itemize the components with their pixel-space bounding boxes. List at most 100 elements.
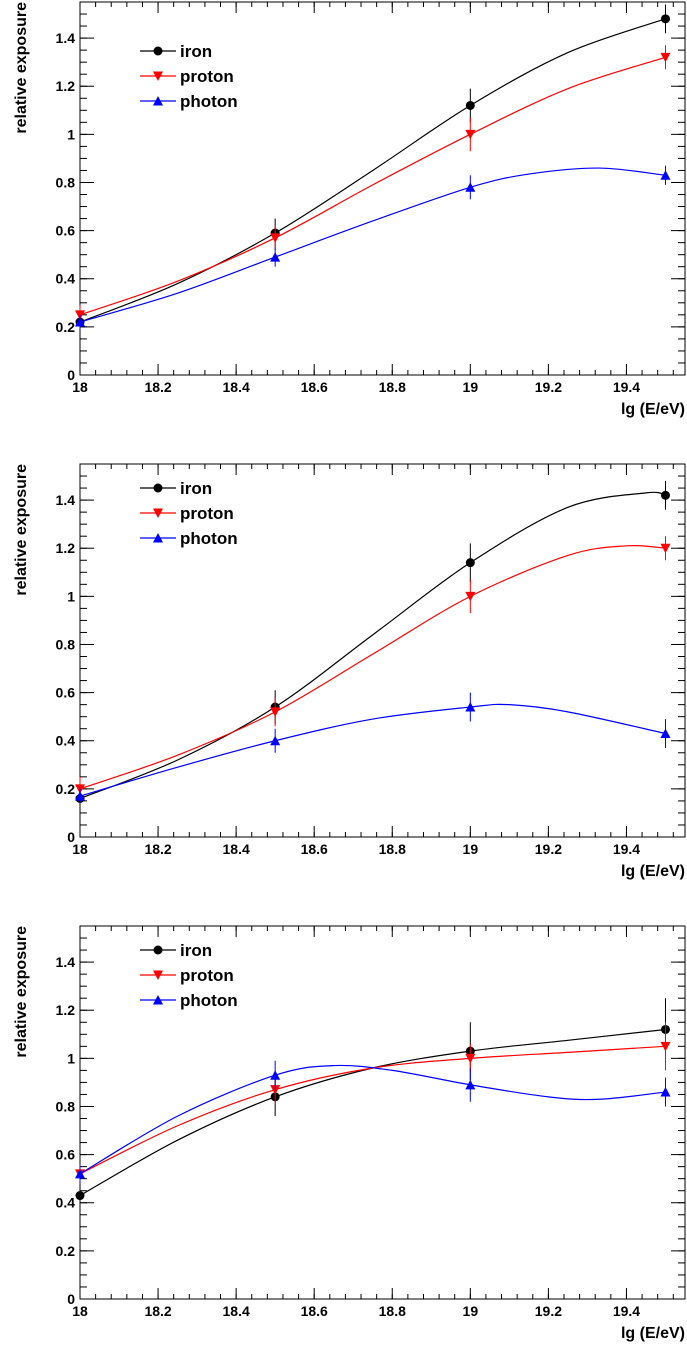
x-tick-label: 19.4 (613, 841, 640, 857)
iron-point (75, 1191, 85, 1201)
series-iron (75, 480, 670, 811)
iron-curve (79, 1028, 666, 1197)
y-tick-label: 0 (67, 367, 75, 383)
y-tick-label: 1 (67, 1050, 75, 1066)
x-tick-label: 18.2 (144, 379, 171, 395)
photon-point (660, 170, 671, 180)
legend-marker (153, 995, 163, 1005)
y-tick-label: 1.4 (56, 30, 76, 46)
y-tick-label: 1 (67, 588, 75, 604)
photon-point (270, 1070, 281, 1080)
panel-3: 18 18.2 18.4 18.6 18.8 19 19.2 19.4 0 0.2 0.4 0.6 0.… (13, 925, 686, 1342)
x-tick-label: 18.4 (223, 379, 250, 395)
legend-marker (153, 945, 163, 955)
y-tick-label: 0.8 (56, 636, 76, 652)
proton-point (660, 1041, 671, 1052)
legend-entry-iron: iron (140, 941, 212, 960)
y-tick-label: 0.4 (56, 733, 76, 749)
legend-marker (153, 533, 163, 543)
proton-point (660, 543, 671, 554)
iron-point (465, 558, 475, 568)
x-tick-label: 18.2 (144, 841, 171, 857)
y-tick-label: 0 (67, 1291, 75, 1307)
photon-point (75, 791, 85, 801)
legend-label: proton (180, 67, 234, 86)
x-tick-label: 18.8 (379, 1303, 406, 1319)
x-tick-label: 19 (463, 379, 479, 395)
x-tick-label: 18.6 (301, 841, 328, 857)
photon-curve (79, 703, 666, 797)
x-axis-title: lg (E/eV) (621, 863, 685, 880)
iron-point (660, 490, 670, 500)
legend-entry-iron: iron (140, 479, 212, 498)
y-tick-label: 1.2 (56, 540, 76, 556)
proton-curve (79, 56, 666, 316)
x-tick-label: 19.2 (535, 379, 562, 395)
y-tick-label: 0.6 (56, 223, 76, 239)
legend-label: proton (180, 504, 234, 523)
y-tick-label: 0 (67, 829, 75, 845)
y-tick-label: 1.4 (56, 954, 76, 970)
plot-frame (79, 463, 686, 838)
photon-point (660, 1087, 671, 1097)
proton-point (465, 129, 476, 140)
legend-marker (153, 96, 163, 106)
y-axis-title: relative exposure (13, 464, 30, 596)
photon-curve (79, 1064, 666, 1175)
x-tick-label: 19.2 (535, 1303, 562, 1319)
photon-point (465, 182, 476, 192)
x-tick-label: 19.4 (613, 379, 640, 395)
y-tick-label: 0.4 (56, 271, 76, 287)
series-proton (75, 536, 671, 801)
legend-entry-proton: proton (140, 966, 234, 985)
iron-curve (79, 491, 666, 800)
iron-point (660, 14, 670, 24)
series-photon (75, 692, 671, 804)
legend-marker (153, 46, 163, 56)
photon-point (465, 702, 476, 712)
legend-entry-photon: photon (140, 991, 238, 1010)
legend-label: iron (180, 42, 212, 61)
y-tick-label: 0.2 (56, 1243, 76, 1259)
legend-marker (153, 508, 163, 518)
x-tick-label: 18.6 (301, 379, 328, 395)
legend-entry-photon: photon (140, 92, 238, 111)
x-tick-label: 19 (463, 841, 479, 857)
iron-point (465, 100, 475, 110)
x-tick-label: 18 (72, 379, 88, 395)
x-tick-label: 18.8 (379, 379, 406, 395)
x-tick-label: 18.2 (144, 1303, 171, 1319)
legend-marker (153, 970, 163, 980)
proton-point (660, 52, 671, 63)
x-tick-label: 19.2 (535, 841, 562, 857)
proton-point (270, 233, 281, 243)
y-axis-title: relative exposure (13, 926, 30, 1058)
x-tick-label: 19.4 (613, 1303, 640, 1319)
series-proton (75, 1022, 671, 1184)
y-tick-label: 0.8 (56, 174, 76, 190)
series-photon (75, 165, 671, 330)
series-proton (75, 45, 671, 325)
proton-point (270, 1085, 281, 1095)
legend-label: photon (180, 92, 238, 111)
panel-2: 18 18.2 18.4 18.6 18.8 19 19.2 19.4 0 0.2 0.4 0.6 0.… (13, 463, 686, 880)
photon-curve (79, 167, 666, 323)
proton-curve (79, 544, 666, 790)
photon-point (75, 1168, 85, 1179)
x-tick-label: 18 (72, 841, 88, 857)
legend-marker (153, 483, 163, 493)
x-tick-label: 18.4 (223, 841, 250, 857)
legend-entry-iron: iron (140, 42, 212, 61)
legend-label: iron (180, 941, 212, 960)
plot-frame (79, 1, 686, 376)
legend-label: proton (180, 966, 234, 985)
y-tick-label: 1.4 (56, 492, 76, 508)
y-tick-label: 1.2 (56, 78, 76, 94)
y-tick-label: 0.4 (56, 1195, 76, 1211)
legend-entry-proton: proton (140, 504, 234, 523)
proton-curve (79, 1045, 666, 1175)
photon-point (465, 1079, 476, 1090)
y-tick-label: 0.6 (56, 1147, 76, 1163)
proton-point (465, 591, 476, 602)
